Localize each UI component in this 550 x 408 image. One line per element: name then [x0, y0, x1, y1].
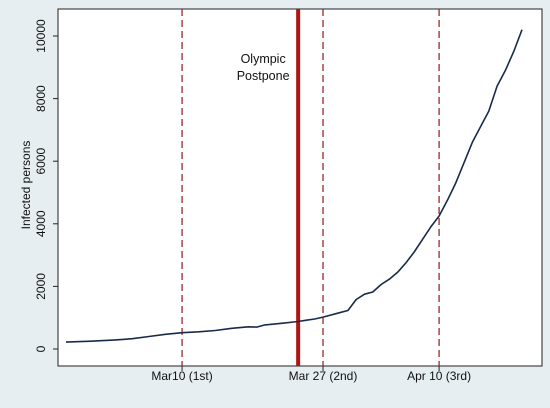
- x-axis: Mar10 (1st) Mar 27 (2nd) Apr 10 (3rd): [151, 366, 471, 383]
- y-tick-label: 10000: [34, 19, 48, 53]
- x-tick-label: Mar 27 (2nd): [289, 369, 358, 383]
- y-axis: 0 2000 4000 6000 8000 10000: [34, 19, 58, 352]
- reference-lines: [181, 9, 440, 366]
- y-axis-label: Infected persons: [19, 141, 33, 230]
- y-tick-label: 2000: [34, 273, 48, 300]
- x-tick-label: Apr 10 (3rd): [407, 369, 471, 383]
- annotation-text: Olympic: [241, 52, 286, 66]
- y-tick-label: 8000: [34, 85, 48, 112]
- series-line: [65, 29, 523, 343]
- series-layer: [65, 29, 523, 343]
- annotation-text: Postpone: [237, 69, 290, 83]
- y-tick-label: 6000: [34, 148, 48, 175]
- y-tick-label: 4000: [34, 210, 48, 237]
- x-tick-label: Mar10 (1st): [151, 369, 212, 383]
- annotation-layer: Olympic Postpone: [237, 52, 290, 83]
- y-tick-label: 0: [34, 345, 48, 352]
